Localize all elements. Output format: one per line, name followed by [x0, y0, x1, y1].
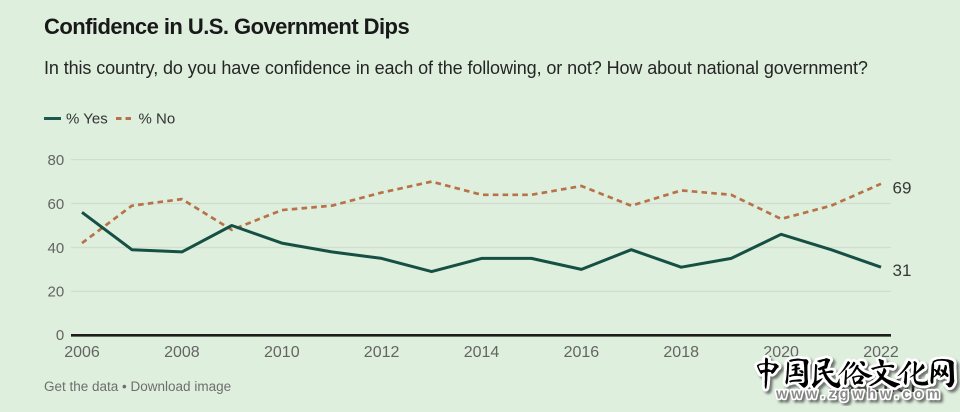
svg-text:2008: 2008: [164, 344, 200, 361]
svg-text:2006: 2006: [64, 344, 100, 361]
svg-text:2018: 2018: [663, 344, 699, 361]
svg-text:2016: 2016: [564, 344, 600, 361]
svg-text:% Yes: % Yes: [66, 111, 108, 128]
svg-text:2012: 2012: [364, 344, 400, 361]
svg-text:20: 20: [48, 284, 65, 301]
svg-text:40: 40: [48, 240, 65, 257]
svg-text:2022: 2022: [863, 344, 899, 361]
svg-text:2010: 2010: [264, 344, 300, 361]
svg-text:31: 31: [893, 261, 912, 280]
svg-text:60: 60: [48, 196, 65, 213]
svg-text:0: 0: [56, 327, 64, 344]
svg-text:2014: 2014: [464, 344, 500, 361]
svg-text:2020: 2020: [763, 344, 799, 361]
svg-text:% No: % No: [139, 111, 176, 128]
svg-text:69: 69: [893, 179, 912, 198]
svg-text:80: 80: [48, 152, 65, 169]
svg-text:www.zgwhw.com: www.zgwhw.com: [775, 387, 944, 403]
